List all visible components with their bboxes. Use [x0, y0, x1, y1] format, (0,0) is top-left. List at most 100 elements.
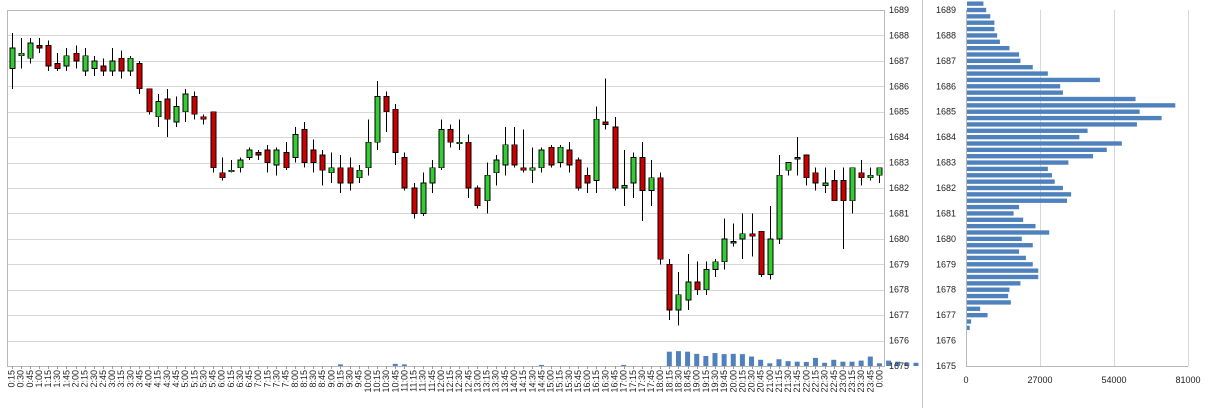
time-tick-label: 16:30	[600, 370, 610, 393]
volume-profile-volume-label: 0	[963, 375, 968, 385]
volume-profile-bar	[967, 128, 1088, 133]
candle-body	[392, 108, 399, 153]
candle	[292, 126, 299, 163]
candle	[520, 129, 527, 173]
candle-body	[639, 157, 646, 191]
volume-profile-bar	[967, 312, 988, 318]
time-tick-label: 12:30	[454, 370, 464, 393]
candle	[82, 48, 89, 77]
time-tick-label: 17:15	[628, 370, 638, 393]
volume-bar	[721, 354, 727, 366]
volume-profile-bar	[967, 192, 1072, 197]
candle-body	[548, 146, 555, 166]
volume-profile-price-label: 1683	[936, 158, 956, 168]
candle-body	[337, 167, 344, 184]
time-tick-label: 14:45	[536, 370, 546, 393]
candle-body	[319, 154, 326, 171]
time-tick-label: 19:15	[701, 370, 711, 393]
candle	[776, 154, 783, 244]
candle-body	[292, 134, 299, 158]
candle-body	[593, 118, 600, 181]
candle	[502, 126, 509, 176]
candle	[18, 37, 25, 69]
volume-profile-bar	[967, 77, 1100, 83]
candle	[118, 50, 125, 79]
time-tick-label: 0:00	[874, 370, 884, 388]
candle-body	[840, 179, 847, 202]
candle-body	[465, 141, 472, 189]
candle	[575, 157, 582, 191]
time-tick-label: 14:30	[527, 370, 537, 393]
candle	[447, 124, 454, 148]
volume-bar	[758, 359, 764, 366]
time-tick-label: 23:45	[865, 370, 875, 393]
candle	[465, 134, 472, 199]
price-tick-label: 1679	[889, 259, 909, 269]
volume-profile-volume-label: 81000	[1175, 375, 1200, 385]
time-tick-label: 21:15	[774, 370, 784, 393]
candle	[164, 88, 171, 138]
volume-profile-bar	[967, 26, 995, 32]
candle-body	[91, 60, 98, 69]
candle	[831, 170, 838, 202]
candle	[767, 205, 774, 280]
time-tick-label: 0:45	[25, 370, 35, 388]
volume-bar	[703, 356, 709, 366]
volume-profile-price-label: 1680	[936, 234, 956, 244]
volume-bar	[895, 361, 901, 366]
candle	[401, 152, 408, 191]
candle-body	[867, 174, 874, 179]
volume-bar	[904, 362, 910, 366]
volume-profile-bar	[967, 185, 1063, 191]
volume-profile-bar	[967, 281, 1021, 286]
volume-profile-price-label: 1678	[936, 285, 956, 295]
candle-body	[520, 167, 527, 171]
candle-body	[758, 230, 765, 275]
volume-bar	[621, 364, 627, 366]
volume-profile-price-label: 1684	[936, 132, 956, 142]
candle	[703, 261, 710, 295]
volume-profile-bar	[967, 147, 1107, 153]
time-tick-label: 20:00	[728, 370, 738, 393]
candle	[255, 149, 262, 161]
time-tick-label: 17:00	[619, 370, 629, 393]
volume-profile-price-label: 1679	[936, 259, 956, 269]
candle-body	[612, 126, 619, 189]
time-tick-label: 11:30	[418, 370, 428, 392]
time-tick-label: 4:00	[144, 370, 154, 388]
time-tick-label: 10:45	[390, 370, 400, 393]
candle	[739, 213, 746, 260]
candle	[474, 185, 481, 209]
candle	[420, 172, 427, 216]
volume-bar	[675, 351, 681, 366]
candle	[347, 157, 354, 191]
candle	[730, 223, 737, 247]
time-tick-label: 9:30	[345, 370, 355, 388]
candle-body	[493, 159, 500, 174]
time-tick-label: 12:15	[445, 370, 455, 393]
candle-body	[511, 144, 518, 166]
time-tick-label: 21:30	[783, 370, 793, 393]
price-tick-label: 1685	[889, 107, 909, 117]
candle	[849, 167, 856, 214]
candle	[27, 37, 34, 64]
candle	[328, 152, 335, 183]
volume-profile-price-label: 1686	[936, 81, 956, 91]
candle-body	[63, 55, 70, 67]
time-tick-label: 15:30	[564, 370, 574, 393]
price-tick-label: 1688	[889, 30, 909, 40]
time-tick-label: 16:15	[591, 370, 601, 393]
candle	[155, 93, 162, 127]
time-tick-label: 1:15	[43, 370, 53, 388]
time-tick-label: 5:00	[180, 370, 190, 388]
volume-profile-bar	[967, 173, 1052, 178]
candle	[127, 55, 134, 77]
time-tick-label: 20:15	[737, 370, 747, 393]
time-tick-label: 4:15	[153, 370, 163, 388]
candle-body	[328, 167, 335, 174]
volume-profile-bar	[967, 109, 1140, 114]
time-tick-label: 8:15	[299, 370, 309, 388]
price-grid	[7, 10, 885, 367]
candle	[456, 119, 463, 150]
volume-bar	[337, 364, 343, 366]
